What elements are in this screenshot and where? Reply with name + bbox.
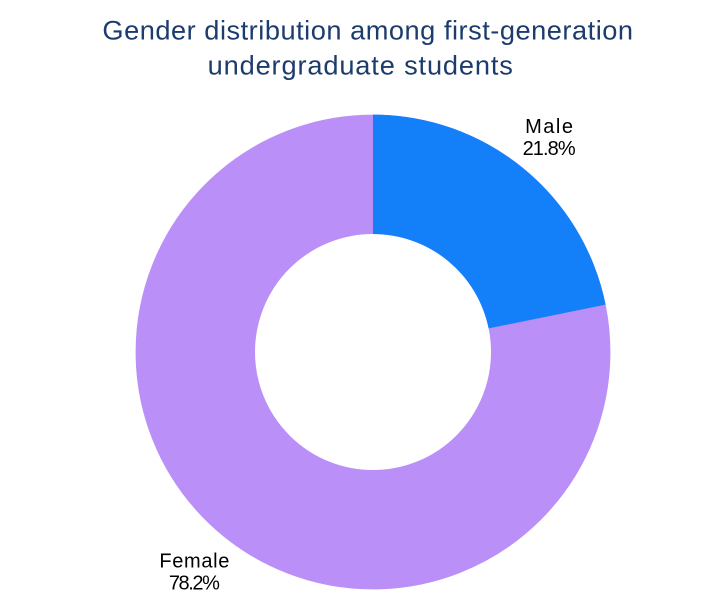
svg-text:Male: Male <box>525 116 574 138</box>
svg-text:78.2%: 78.2% <box>169 573 220 595</box>
svg-text:undergraduate students: undergraduate students <box>208 50 514 81</box>
svg-text:Female: Female <box>159 550 230 572</box>
svg-text:21.8%: 21.8% <box>523 138 576 160</box>
svg-text:Gender distribution among firs: Gender distribution among first-generati… <box>102 14 633 45</box>
